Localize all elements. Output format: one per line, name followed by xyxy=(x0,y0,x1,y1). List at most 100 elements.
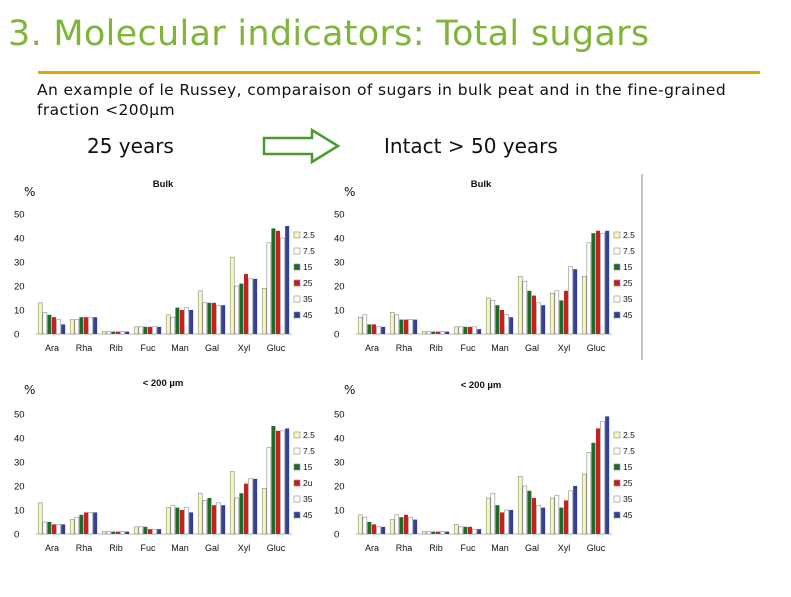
bar-gluc-35 xyxy=(280,237,285,335)
bar-fuc-15 xyxy=(463,526,468,534)
x-tick-label: Rib xyxy=(109,343,123,353)
x-tick-label: Rha xyxy=(76,343,93,353)
bar-gluc-25 xyxy=(596,428,600,534)
y-tick-label: 40 xyxy=(334,234,345,245)
bar-man-45 xyxy=(509,510,514,534)
bar-gal-15 xyxy=(207,498,212,534)
bar-gal-15 xyxy=(207,302,212,334)
y-tick-label: 50 xyxy=(334,210,345,221)
bar-gluc-45 xyxy=(605,230,610,334)
bar-man-25 xyxy=(500,512,504,534)
bar-fuc-35 xyxy=(472,326,477,335)
y-tick-label: 0 xyxy=(334,530,339,541)
bar-man-75 xyxy=(170,316,176,335)
y-tick-label: 40 xyxy=(14,434,25,445)
legend-label: 25 xyxy=(303,278,313,288)
legend-label: 15 xyxy=(623,262,633,272)
bar-man-45 xyxy=(189,512,194,534)
legend-swatch xyxy=(613,279,621,287)
bar-gluc-75 xyxy=(586,452,592,535)
legend-swatch xyxy=(293,311,301,319)
right-arrow-icon xyxy=(262,128,341,164)
bar-ara-35 xyxy=(376,326,381,335)
bar-ara-45 xyxy=(381,326,386,334)
bar-rha-2u xyxy=(84,512,88,534)
legend-label: 15 xyxy=(303,462,313,472)
legend-label: 2u xyxy=(303,478,313,488)
x-tick-label: Rib xyxy=(109,543,123,553)
bar-gal-25 xyxy=(197,492,203,535)
x-tick-label: Man xyxy=(171,343,189,353)
bar-rib-35 xyxy=(440,531,445,535)
x-tick-label: Ara xyxy=(45,543,59,553)
bar-fuc-75 xyxy=(138,526,144,535)
bar-rha-25 xyxy=(84,317,88,334)
legend-swatch xyxy=(613,511,621,519)
x-tick-label: Gluc xyxy=(267,543,286,553)
legend-swatch xyxy=(613,311,621,319)
x-tick-label: Gluc xyxy=(267,343,286,353)
bar-ara-75 xyxy=(42,312,48,335)
bar-rha-35 xyxy=(88,512,93,535)
bar-fuc-25 xyxy=(133,526,139,535)
y-tick-label: 50 xyxy=(334,410,345,421)
legend-label: 45 xyxy=(623,310,633,320)
bar-xyl-25 xyxy=(549,497,555,535)
bar-gluc-25 xyxy=(581,473,587,535)
bar-xyl-15 xyxy=(239,493,244,534)
bar-ara-75 xyxy=(362,314,368,335)
label-intact-50-years: Intact > 50 years xyxy=(384,134,558,158)
bar-gal-75 xyxy=(202,500,208,535)
bar-rha-25 xyxy=(404,319,408,334)
x-tick-label: Xyl xyxy=(238,543,251,553)
bar-man-15 xyxy=(175,507,180,534)
bar-gluc-45 xyxy=(285,226,290,334)
x-tick-label: Gal xyxy=(205,543,219,553)
bar-ara-25 xyxy=(357,316,363,335)
legend-swatch xyxy=(613,447,621,455)
y-tick-label: 50 xyxy=(14,410,25,421)
bar-fuc-25 xyxy=(148,326,152,334)
bar-man-45 xyxy=(189,310,194,334)
slide-title: 3. Molecular indicators: Total sugars xyxy=(8,14,650,54)
x-tick-label: Rha xyxy=(76,543,93,553)
legend-label: 7.5 xyxy=(623,446,635,456)
bar-rha-15 xyxy=(79,514,84,534)
y-tick-label: 30 xyxy=(334,258,345,269)
bar-rib-25 xyxy=(421,331,427,335)
bar-rib-75 xyxy=(106,531,112,535)
bar-fuc-45 xyxy=(157,529,162,534)
bar-xyl-2u xyxy=(244,483,248,534)
y-tick-label: 10 xyxy=(334,306,345,317)
bar-fuc-25 xyxy=(453,524,459,535)
x-tick-label: Fuc xyxy=(140,543,156,553)
bar-man-25 xyxy=(165,507,171,535)
bar-man-15 xyxy=(495,505,500,534)
legend-label: 2.5 xyxy=(623,230,635,240)
x-tick-label: Rha xyxy=(396,543,413,553)
x-tick-label: Xyl xyxy=(238,343,251,353)
bar-gluc-15 xyxy=(591,233,596,334)
bar-gal-45 xyxy=(541,305,546,334)
bar-fuc-25 xyxy=(468,326,472,334)
chart-fine-25-years: % < 200 µm 0 10 20 30 40 50 Ara Rha Rib Fuc Man Gal X… xyxy=(2,372,320,564)
legend-swatch xyxy=(613,247,621,255)
legend-swatch xyxy=(613,463,621,471)
bar-man-35 xyxy=(184,507,189,535)
legend-label: 15 xyxy=(303,262,313,272)
bar-xyl-75 xyxy=(554,495,560,535)
bar-xyl-25 xyxy=(229,471,235,535)
bar-gluc-45 xyxy=(605,416,610,534)
bar-man-15 xyxy=(495,305,500,334)
bar-xyl-35 xyxy=(568,266,573,335)
bar-rib-25 xyxy=(101,331,107,335)
bar-rib-35 xyxy=(440,331,445,335)
bar-man-75 xyxy=(490,300,496,335)
x-tick-label: Gal xyxy=(205,343,219,353)
chart-svg: Bulk 0 10 20 30 40 50 Ara Rha Rib Fuc Man Gal Xyl Gluc… xyxy=(14,179,315,353)
bar-ara-25 xyxy=(52,317,56,334)
y-tick-label: 30 xyxy=(14,258,25,269)
y-tick-label: 30 xyxy=(14,458,25,469)
x-tick-label: Ara xyxy=(365,543,379,553)
y-tick-label: 20 xyxy=(334,282,345,293)
